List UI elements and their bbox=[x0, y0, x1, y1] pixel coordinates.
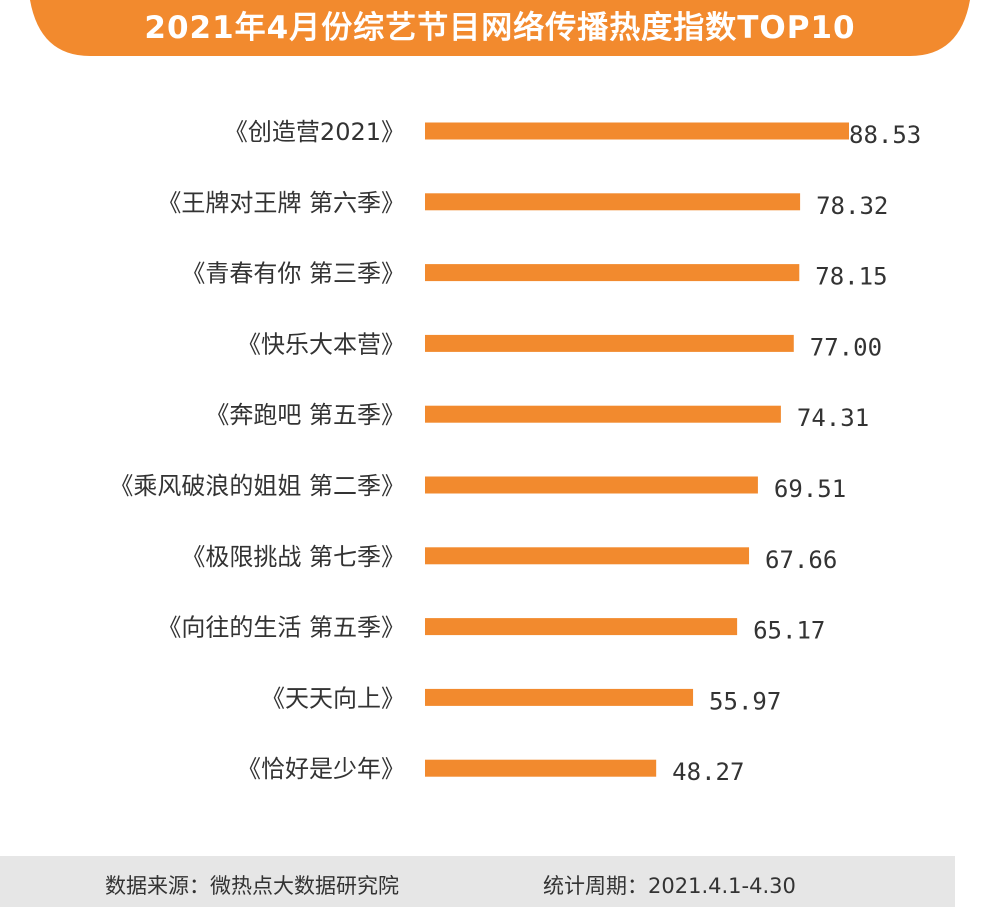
category-label: 《奔跑吧 第五季》 bbox=[205, 401, 405, 429]
data-source: 数据来源：微热点大数据研究院 bbox=[105, 874, 399, 898]
title-banner-shape bbox=[30, 0, 970, 56]
value-label: 69.51 bbox=[774, 475, 846, 503]
chart-title: 2021年4月份综艺节目网络传播热度指数TOP10 bbox=[144, 10, 856, 46]
bar bbox=[425, 476, 758, 494]
statistics-period: 统计周期：2021.4.1-4.30 bbox=[543, 874, 796, 898]
value-label: 55.97 bbox=[709, 687, 781, 715]
bar-chart: 《创造营2021》 88.53 《王牌对王牌 第六季》 78.32 《青春有你 第三季》… bbox=[109, 118, 921, 786]
category-label: 《快乐大本营》 bbox=[237, 330, 405, 358]
value-label: 77.00 bbox=[810, 333, 882, 361]
bar bbox=[425, 759, 657, 777]
category-label: 《青春有你 第三季》 bbox=[181, 260, 405, 288]
value-label: 78.32 bbox=[816, 192, 888, 220]
category-label: 《恰好是少年》 bbox=[237, 755, 405, 783]
value-label: 88.53 bbox=[849, 121, 921, 149]
bar bbox=[425, 405, 781, 423]
bar bbox=[425, 264, 800, 282]
category-label: 《王牌对王牌 第六季》 bbox=[157, 189, 405, 217]
category-label: 《乘风破浪的姐姐 第二季》 bbox=[109, 472, 405, 500]
value-label: 67.66 bbox=[765, 546, 837, 574]
bar bbox=[425, 688, 694, 706]
value-label: 65.17 bbox=[753, 617, 825, 645]
bar bbox=[425, 547, 750, 565]
category-label: 《极限挑战 第七季》 bbox=[181, 543, 405, 571]
value-label: 74.31 bbox=[797, 404, 869, 432]
category-label: 《创造营2021》 bbox=[224, 118, 405, 146]
title-banner: 2021年4月份综艺节目网络传播热度指数TOP10 bbox=[30, 0, 970, 56]
bar bbox=[425, 618, 738, 636]
category-label: 《向往的生活 第五季》 bbox=[157, 614, 405, 642]
category-label: 《天天向上》 bbox=[261, 684, 405, 712]
value-label: 78.15 bbox=[815, 263, 887, 291]
bar bbox=[425, 334, 794, 352]
bar bbox=[425, 122, 849, 140]
value-label: 48.27 bbox=[672, 758, 744, 786]
footer: 数据来源：微热点大数据研究院 统计周期：2021.4.1-4.30 bbox=[0, 856, 955, 907]
bar bbox=[425, 193, 801, 211]
